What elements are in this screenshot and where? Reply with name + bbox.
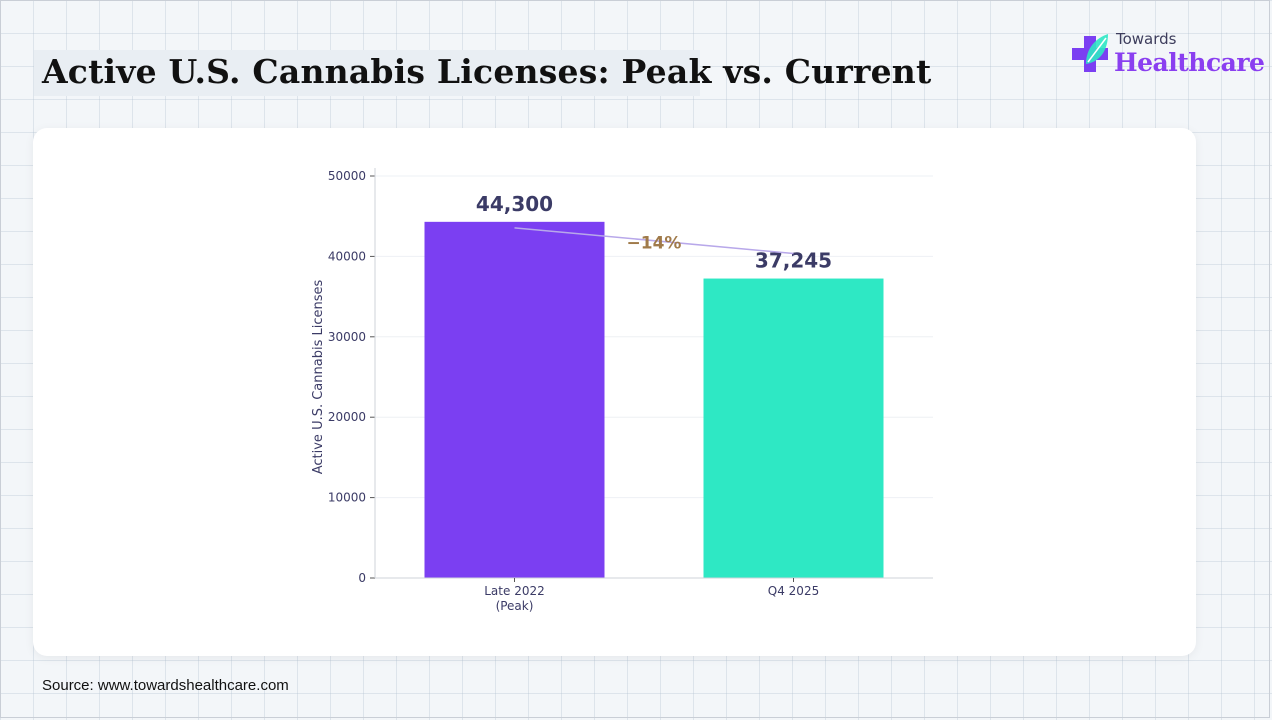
y-tick-label: 20000: [328, 410, 366, 424]
y-axis-label: Active U.S. Cannabis Licenses: [311, 280, 326, 475]
bar-value-label: 37,245: [755, 249, 832, 273]
x-tick-label: Q4 2025: [768, 584, 819, 598]
bar-chart: 0 10000 20000 30000 40000 50000 Active U.S. Ca…: [311, 168, 933, 613]
y-tick-label: 50000: [328, 169, 366, 183]
logo-bottom-text: Healthcare: [1114, 48, 1265, 77]
source-note: Source: www.towardshealthcare.com: [42, 677, 289, 694]
x-tick-label: Late 2022: [484, 584, 544, 598]
x-tick-label: (Peak): [496, 599, 534, 613]
trend-line: [514, 227, 794, 255]
y-tick-label: 30000: [328, 330, 366, 344]
y-tick-label: 40000: [328, 249, 366, 263]
bar: [424, 221, 605, 578]
towards-healthcare-logo: Towards Healthcare: [1070, 28, 1265, 80]
logo-top-text: Towards: [1116, 30, 1177, 48]
chart-card: 0 10000 20000 30000 40000 50000 Active U.S. Ca…: [33, 128, 1196, 656]
title-band: [34, 50, 700, 96]
bar: [703, 278, 884, 578]
y-tick-label: 0: [358, 571, 366, 585]
y-tick-label: 10000: [328, 491, 366, 505]
page-title: Active U.S. Cannabis Licenses: Peak vs. …: [42, 52, 932, 91]
medical-cross-leaf-icon: [1072, 34, 1108, 72]
change-percent-label: −14%: [627, 234, 682, 254]
bar-value-label: 44,300: [476, 192, 553, 216]
